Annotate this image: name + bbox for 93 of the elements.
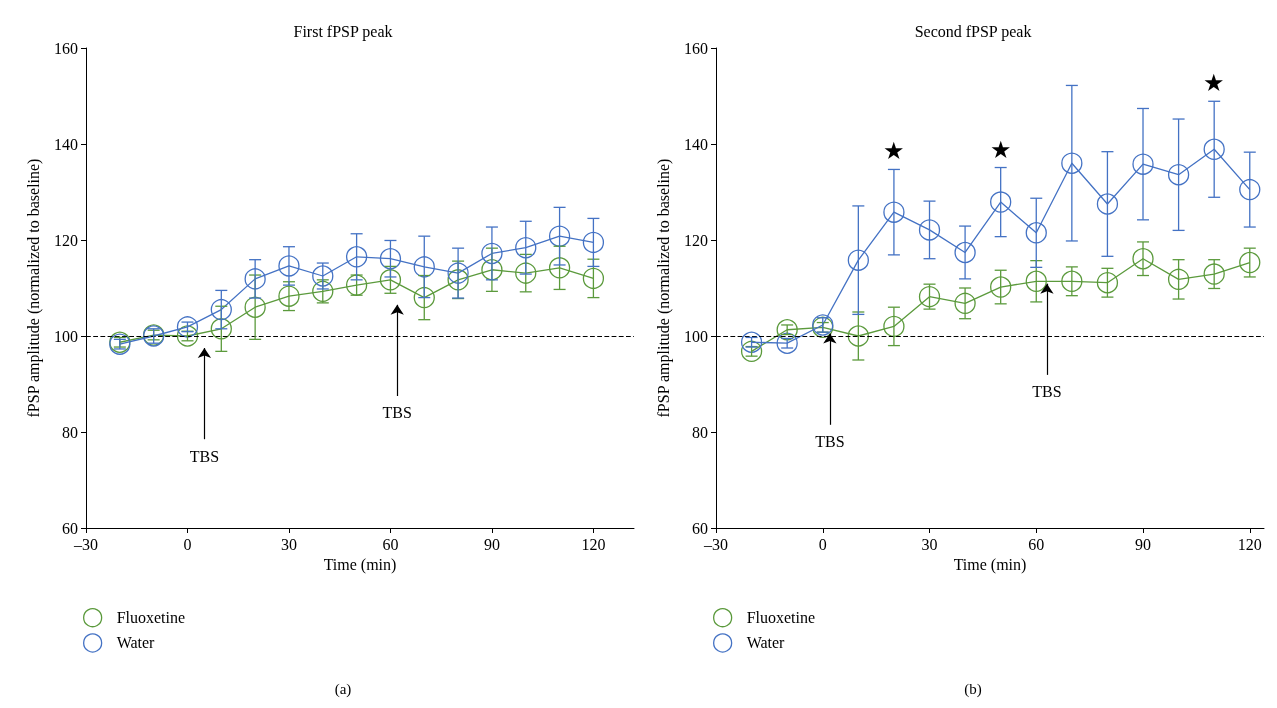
x-tick-label: 90 <box>1135 535 1152 553</box>
point <box>481 259 503 281</box>
x-tick-label: 0 <box>183 535 192 553</box>
point <box>1167 164 1190 186</box>
y-tick-label: 160 <box>54 39 78 57</box>
annotation: ★ <box>989 136 1012 163</box>
text: (b) <box>964 680 982 698</box>
x-tick-label: 90 <box>483 535 500 553</box>
point <box>1025 270 1047 292</box>
point <box>582 231 605 254</box>
point <box>776 332 798 354</box>
point <box>1203 263 1225 285</box>
point <box>1096 193 1119 215</box>
chart-title: First fPSP peak <box>293 22 393 41</box>
point <box>413 256 435 278</box>
legend-label: Fluoxetine <box>116 609 186 627</box>
point <box>918 219 941 241</box>
point <box>918 285 941 308</box>
point <box>548 257 571 279</box>
annotation: ★ <box>1203 70 1226 97</box>
point <box>954 241 976 264</box>
point <box>847 249 869 271</box>
legend-label: Water <box>746 634 786 652</box>
point <box>548 225 571 247</box>
y-tick-label: 80 <box>692 423 708 441</box>
annotation: TBS <box>189 447 220 465</box>
point <box>244 296 266 318</box>
point <box>278 255 300 277</box>
y-tick-label: 160 <box>684 39 708 57</box>
x-tick-label: –30 <box>703 535 728 553</box>
point <box>990 276 1012 298</box>
x-tick-label: 60 <box>382 535 399 553</box>
point <box>1096 272 1119 294</box>
x-tick-label: 60 <box>1028 535 1045 553</box>
point <box>740 340 763 362</box>
x-tick-label: 120 <box>581 535 606 553</box>
point <box>582 267 605 290</box>
point <box>515 262 537 284</box>
point <box>515 237 537 259</box>
point <box>176 325 199 347</box>
x-tick-label: 30 <box>280 535 297 553</box>
point <box>447 262 469 284</box>
y-tick-label: 120 <box>54 231 78 249</box>
point <box>1167 268 1190 290</box>
y-tick-label: 80 <box>62 423 78 441</box>
point <box>883 201 905 223</box>
point <box>1061 152 1083 174</box>
point <box>413 286 435 309</box>
y-tick-label: 140 <box>54 135 78 153</box>
y-axis-title: fPSP amplitude (normalized to baseline) <box>654 158 673 418</box>
legend-label: Fluoxetine <box>746 609 816 627</box>
annotation: ★ <box>882 138 905 165</box>
point <box>210 298 232 321</box>
point <box>740 331 763 353</box>
text: (a) <box>334 680 352 698</box>
point <box>379 248 402 270</box>
chart-title: Second fPSP peak <box>914 22 1032 41</box>
point <box>990 191 1012 213</box>
y-axis-title: fPSP amplitude (normalized to baseline) <box>24 158 43 418</box>
point <box>210 318 232 340</box>
point <box>244 268 266 290</box>
point <box>176 316 199 338</box>
point <box>883 315 905 338</box>
x-tick-label: 120 <box>1237 535 1262 553</box>
point <box>447 269 469 291</box>
y-tick-label: 60 <box>692 519 708 537</box>
x-tick-label: 0 <box>818 535 827 553</box>
point <box>1203 138 1225 160</box>
y-tick-label: 100 <box>684 327 708 345</box>
point <box>278 285 300 307</box>
annotation: TBS <box>1032 383 1062 401</box>
x-tick-label: –30 <box>73 535 98 553</box>
annotation: TBS <box>382 404 412 422</box>
x-axis-title: Time (min) <box>323 556 397 575</box>
point <box>1061 270 1083 292</box>
y-tick-label: 60 <box>62 519 78 537</box>
x-tick-label: 30 <box>921 535 938 553</box>
point <box>776 319 798 341</box>
point <box>847 325 869 347</box>
y-tick-label: 100 <box>54 327 78 345</box>
point <box>345 246 368 268</box>
annotation: TBS <box>815 433 845 451</box>
point <box>1132 248 1154 270</box>
point <box>379 269 402 291</box>
x-axis-title: Time (min) <box>953 556 1027 575</box>
y-tick-label: 120 <box>684 231 708 249</box>
point <box>1025 222 1047 244</box>
point <box>1239 178 1261 201</box>
point <box>954 292 976 314</box>
point <box>1132 153 1154 175</box>
y-tick-label: 140 <box>684 135 708 153</box>
point <box>481 242 503 265</box>
legend-label: Water <box>116 634 156 652</box>
